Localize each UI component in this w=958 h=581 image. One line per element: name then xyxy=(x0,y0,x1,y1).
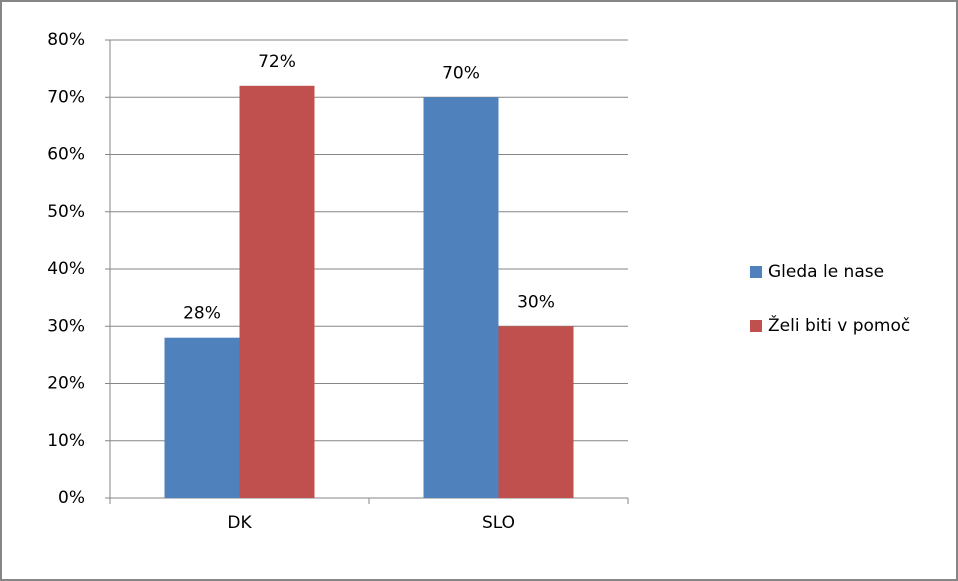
bar xyxy=(498,326,574,498)
x-tick-label: SLO xyxy=(482,513,515,533)
y-tick-label: 10% xyxy=(47,431,85,451)
y-tick-label: 0% xyxy=(58,488,85,508)
y-tick-label: 50% xyxy=(47,202,85,222)
legend-swatch xyxy=(750,266,762,278)
value-label: 70% xyxy=(442,63,480,83)
value-label: 72% xyxy=(258,52,296,72)
bar xyxy=(164,337,240,498)
bar xyxy=(239,85,315,499)
legend-label: Gleda le nase xyxy=(768,262,884,282)
y-tick-label: 80% xyxy=(47,30,85,50)
y-tick-label: 70% xyxy=(47,87,85,107)
y-tick-label: 30% xyxy=(47,316,85,336)
bar xyxy=(423,97,499,498)
value-label: 30% xyxy=(517,292,555,312)
legend-label: Želi biti v pomoč xyxy=(768,314,910,336)
x-tick-label: DK xyxy=(227,513,252,533)
y-tick-label: 40% xyxy=(47,259,85,279)
y-tick-label: 20% xyxy=(47,374,85,394)
value-label: 28% xyxy=(183,304,221,324)
y-tick-label: 60% xyxy=(47,145,85,165)
legend-swatch xyxy=(750,320,762,332)
